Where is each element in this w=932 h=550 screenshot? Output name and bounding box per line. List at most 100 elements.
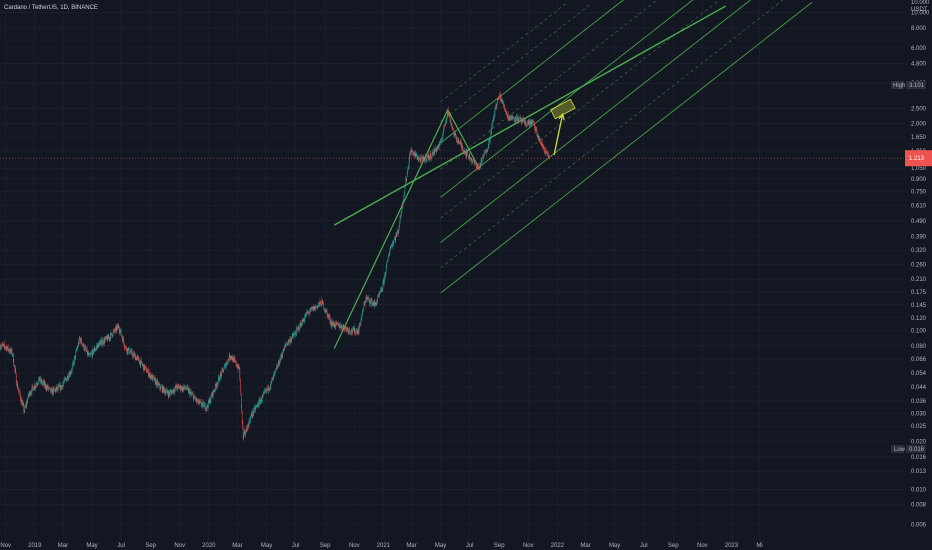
candle-body: [140, 359, 141, 366]
candle-body: [15, 370, 16, 374]
candle-body: [349, 331, 351, 334]
candle-body: [84, 349, 85, 350]
candle-body: [269, 389, 270, 390]
candle-body: [284, 344, 286, 347]
candle-body: [209, 399, 210, 402]
candle-body: [507, 113, 508, 116]
candle-body: [367, 298, 368, 300]
candle-body: [107, 335, 109, 341]
candle-body: [115, 327, 116, 332]
candle-body: [474, 161, 475, 164]
candle-body: [380, 288, 382, 291]
candle-body: [285, 344, 287, 346]
candle-body: [45, 384, 46, 387]
time-tick-label: Mi: [756, 543, 762, 549]
candle-body: [49, 387, 51, 389]
candle-body: [398, 229, 399, 234]
candle-body: [377, 296, 378, 301]
candle-body: [61, 385, 63, 387]
candle-body: [170, 391, 172, 392]
candle-body: [79, 337, 81, 339]
candle-body: [84, 347, 86, 350]
candle-body: [239, 368, 241, 380]
candle-body: [106, 336, 108, 338]
candle-body: [463, 151, 465, 152]
candle-body: [169, 393, 170, 395]
candle-body: [102, 340, 103, 344]
candle-body: [53, 388, 54, 394]
candle-body: [190, 391, 191, 393]
candle-body: [427, 154, 429, 157]
candle-body: [460, 141, 461, 145]
candle-body: [370, 300, 372, 302]
candle-body: [432, 151, 433, 154]
annotations[interactable]: [550, 98, 576, 156]
candle-body: [302, 319, 303, 326]
candle-body: [223, 369, 224, 372]
candle-body: [312, 307, 313, 309]
candle-body: [541, 142, 542, 146]
candle-body: [457, 138, 458, 142]
candle-body: [320, 302, 322, 306]
candle-body: [412, 151, 414, 155]
candle-body: [286, 344, 287, 345]
candle-body: [216, 384, 218, 388]
candle-body: [269, 387, 271, 390]
candle-body: [531, 120, 533, 123]
candle-body: [256, 405, 257, 407]
candle-body: [261, 400, 263, 402]
candle-body: [482, 157, 484, 158]
candle-body: [456, 135, 457, 140]
candle-body: [389, 248, 391, 252]
price-tick-label: 0.320: [911, 248, 927, 254]
price-tick-label: 1.650: [911, 135, 927, 141]
candle-body: [87, 349, 88, 355]
symbol-title[interactable]: Cardano / TetherUS, 1D, BINANCE: [4, 5, 98, 11]
candle-body: [230, 356, 231, 359]
candle-body: [505, 111, 507, 113]
time-axis[interactable]: Nov 2019 Mar May Jul Sep Nov 2020 Mar May Jul Sep No…: [0, 543, 762, 549]
candle-body: [260, 397, 262, 402]
pitchfork-channel[interactable]: [333, 0, 813, 349]
candle-body: [329, 316, 331, 322]
candle-body: [121, 334, 122, 337]
candle-body: [421, 157, 423, 158]
candle-body: [141, 360, 142, 364]
candle-body: [89, 354, 90, 355]
candle-body: [159, 384, 160, 385]
price-tick-label: 0.010: [911, 487, 927, 493]
candle-body: [357, 328, 359, 334]
candle-body: [35, 386, 36, 388]
candle-body: [36, 384, 37, 385]
candle-body: [276, 366, 278, 369]
candle-body: [393, 242, 394, 244]
candle-body: [409, 155, 410, 160]
candle-body: [335, 322, 337, 323]
candle-body: [88, 354, 89, 355]
price-tick-label: 0.036: [911, 399, 927, 405]
candle-body: [467, 155, 469, 158]
currency-top-label: 10.000: [911, 0, 930, 6]
candle-body: [52, 389, 54, 394]
candle-body: [440, 140, 442, 142]
candle-body: [413, 152, 415, 154]
channel-line: [440, 1, 813, 294]
candle-body: [190, 392, 191, 396]
candle-body: [454, 132, 455, 136]
candle-body: [135, 354, 136, 360]
candle-body: [438, 143, 440, 148]
candle-body: [196, 398, 198, 402]
candle-body: [165, 391, 166, 394]
candle-body: [1, 344, 3, 346]
candle-body: [163, 386, 165, 390]
candle-body: [544, 150, 546, 154]
candle-body: [546, 150, 547, 153]
candle-body: [167, 392, 169, 394]
candle-body: [366, 297, 368, 300]
candle-body: [71, 371, 72, 373]
candle-body: [265, 391, 266, 392]
candle-body: [433, 149, 435, 154]
